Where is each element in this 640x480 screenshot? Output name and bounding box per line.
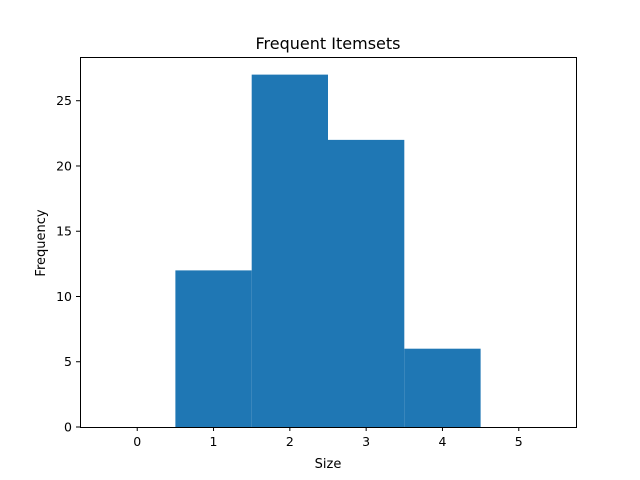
chart-title: Frequent Itemsets	[256, 34, 401, 53]
y-tick-label: 5	[64, 354, 72, 369]
x-tick-label: 0	[133, 434, 141, 449]
x-tick-label: 5	[515, 434, 523, 449]
y-tick-label: 10	[56, 289, 72, 304]
x-tick-label: 3	[362, 434, 370, 449]
x-axis-label: Size	[315, 457, 342, 472]
bar-size-4	[404, 348, 481, 427]
y-axis-label: Frequency	[34, 209, 49, 276]
bars-layer	[175, 74, 481, 427]
x-tick-label: 2	[286, 434, 294, 449]
x-tick-label: 1	[210, 434, 218, 449]
y-tick-label: 25	[56, 93, 72, 108]
y-ticks: 0 5 10 15 20 25	[56, 93, 80, 435]
bar-size-2	[251, 74, 328, 427]
y-tick-label: 15	[56, 224, 72, 239]
plot-frame	[80, 57, 577, 428]
x-tick-label: 4	[438, 434, 446, 449]
bar-size-1	[175, 270, 252, 427]
y-tick-label: 20	[56, 158, 72, 173]
bar-size-3	[328, 139, 405, 427]
y-tick-label: 0	[64, 420, 72, 435]
x-ticks: 0 1 2 3 4 5	[133, 427, 523, 449]
